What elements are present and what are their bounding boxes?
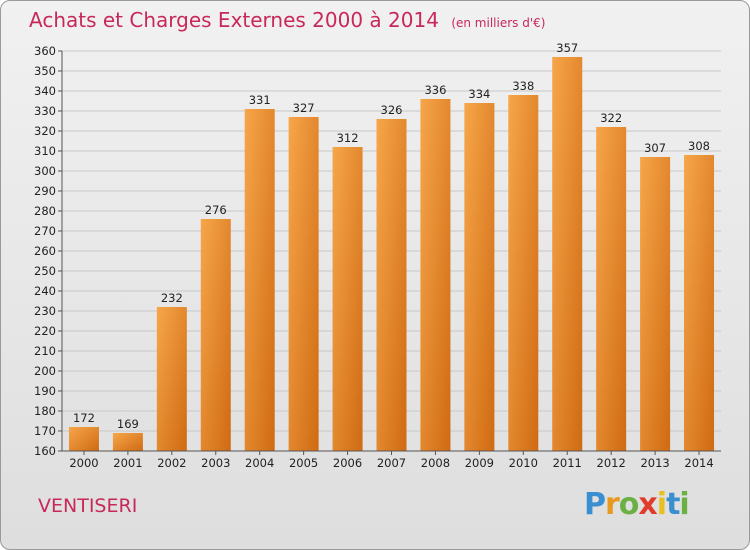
value-label-2011: 357	[556, 41, 578, 55]
value-label-2012: 322	[600, 111, 622, 125]
x-axis-ticks: 2000 2001 2002 2003 2004 2005 2006 2007 2008 2009…	[69, 451, 714, 470]
logo-letter: P	[584, 487, 606, 522]
y-tick-label: 320	[34, 124, 56, 138]
bars	[68, 57, 715, 451]
y-tick-label: 360	[34, 44, 56, 58]
commune-name: VENTISERI	[38, 495, 138, 517]
proxiti-logo: Proxiti	[584, 487, 690, 522]
logo-letter: i	[679, 487, 689, 522]
x-tick-label-2009: 2009	[465, 456, 494, 470]
y-tick-label: 270	[34, 224, 56, 238]
bar-2014	[684, 155, 715, 451]
x-tick-label-2004: 2004	[245, 456, 274, 470]
y-tick-label: 350	[34, 64, 56, 78]
y-tick-label: 330	[34, 104, 56, 118]
bar-2004	[244, 109, 275, 451]
x-tick-label-2000: 2000	[69, 456, 98, 470]
x-tick-label-2011: 2011	[553, 456, 582, 470]
value-label-2005: 327	[293, 101, 315, 115]
logo-letter: r	[605, 487, 620, 522]
x-tick-label-2008: 2008	[421, 456, 450, 470]
bar-2002	[156, 307, 187, 451]
y-tick-label: 250	[34, 264, 56, 278]
value-label-2009: 334	[468, 87, 490, 101]
value-label-2014: 308	[688, 139, 710, 153]
y-tick-label: 310	[34, 144, 56, 158]
value-labels: 172 169 232 276 331 327 312 326 336 334 338 357 322 3…	[73, 41, 710, 431]
bar-2007	[376, 119, 407, 451]
y-tick-label: 190	[34, 384, 56, 398]
y-axis-ticks: 160 170 180 190 200 210 220 230 240 250 260 270 280 2…	[34, 44, 62, 458]
value-label-2008: 336	[424, 83, 446, 97]
bar-2005	[288, 117, 319, 451]
logo-letter: x	[638, 487, 657, 522]
axes	[61, 51, 721, 452]
y-tick-label: 160	[34, 444, 56, 458]
y-tick-label: 300	[34, 164, 56, 178]
y-tick-label: 230	[34, 304, 56, 318]
y-tick-label: 280	[34, 204, 56, 218]
logo-letter: o	[618, 487, 640, 522]
y-tick-label: 340	[34, 84, 56, 98]
x-tick-label-2010: 2010	[509, 456, 538, 470]
y-tick-label: 210	[34, 344, 56, 358]
x-tick-label-2006: 2006	[333, 456, 362, 470]
bar-2001	[112, 433, 143, 451]
value-label-2003: 276	[205, 203, 227, 217]
y-tick-label: 200	[34, 364, 56, 378]
x-tick-label-2007: 2007	[377, 456, 406, 470]
value-label-2001: 169	[117, 417, 139, 431]
bar-2012	[596, 127, 627, 451]
y-tick-label: 260	[34, 244, 56, 258]
value-label-2004: 331	[249, 93, 271, 107]
value-label-2007: 326	[381, 103, 403, 117]
bar-2010	[508, 95, 539, 451]
y-tick-label: 290	[34, 184, 56, 198]
bar-2003	[200, 219, 231, 451]
bar-2006	[332, 147, 363, 451]
logo-letter: t	[666, 487, 680, 522]
bar-2013	[640, 157, 671, 451]
value-label-2006: 312	[337, 131, 359, 145]
x-tick-label-2005: 2005	[289, 456, 318, 470]
value-label-2000: 172	[73, 411, 95, 425]
x-tick-label-2003: 2003	[201, 456, 230, 470]
bar-2000	[68, 427, 99, 451]
x-tick-label-2001: 2001	[113, 456, 142, 470]
y-tick-label: 180	[34, 404, 56, 418]
chart-title: Achats et Charges Externes 2000 à 2014 (…	[29, 8, 545, 32]
y-tick-label: 220	[34, 324, 56, 338]
bar-2009	[464, 103, 495, 451]
chart-title-text: Achats et Charges Externes 2000 à 2014	[29, 8, 439, 32]
bar-2011	[552, 57, 583, 451]
chart-subtitle: (en milliers d'€)	[451, 16, 546, 30]
logo-letter: i	[656, 487, 667, 522]
y-tick-label: 170	[34, 424, 56, 438]
x-tick-label-2013: 2013	[640, 456, 669, 470]
x-tick-label-2014: 2014	[684, 456, 713, 470]
x-tick-label-2002: 2002	[157, 456, 186, 470]
value-label-2010: 338	[512, 79, 534, 93]
bar-2008	[420, 99, 451, 451]
value-label-2002: 232	[161, 291, 183, 305]
x-tick-label-2012: 2012	[597, 456, 626, 470]
value-label-2013: 307	[644, 141, 666, 155]
y-tick-label: 240	[34, 284, 56, 298]
